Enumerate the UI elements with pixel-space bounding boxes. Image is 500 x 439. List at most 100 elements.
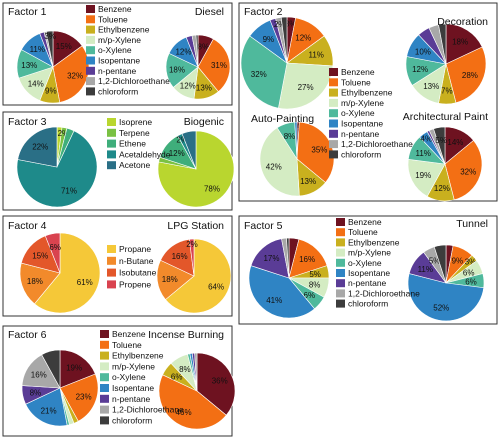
legend-swatch-acetaldehyde [107,150,116,159]
legend-label-ethylbenzene: Ethylbenzene [341,88,393,98]
slice-factor-4-propane [34,232,101,314]
pie-title-factor-1: Factor 1 [8,6,47,18]
slice-label-lpg-station-isobutane: 16% [172,252,188,261]
pie-lpg-station: 64% 18% 16% 2% LPG Station [156,220,232,314]
slice-label-incense-burning-benzene: 36% [212,376,228,385]
slice-incense-burning-benzene [196,352,236,416]
slice-label-factor-6-1-2-dichloroethane: 16% [31,371,47,380]
legend-label-benzene: Benzene [112,329,146,339]
slice-label-biogenic-acetaldehyde: 2% [176,135,188,144]
legend-swatch-benzene [100,330,109,338]
legend-label-isopentane: Isopentane [348,268,390,278]
slice-label-architectural-paint-benzene: 14% [447,138,463,147]
slice-label-decoration-toluene: 28% [462,71,478,80]
slice-label-factor-2-ethylbenzene: 11% [308,51,323,60]
slice-biogenic-acetone [181,130,197,170]
legend-label-m-p-xylene: m/p-Xylene [112,361,155,371]
slice-factor-2-o-xylene [240,35,288,109]
legend-label-1-2-dichloroethane: 1,2-Dichloroethane [112,405,184,415]
slice-label-auto-painting-m-p-xylene: 42% [266,163,282,172]
slice-label-decoration-m-p-xylene: 13% [423,82,439,91]
slice-label-architectural-paint-chloroform: 5% [435,136,447,145]
pie-diesel: 8%31%13%12%18%12%Diesel [165,6,231,100]
slice-label-factor-2-isopentane: 9% [263,35,275,44]
slice-label-lpg-station-n-butane: 18% [162,275,178,284]
pie-title-decoration: Decoration [437,16,488,28]
pie-title-biogenic: Biogenic [184,116,224,128]
slice-label-factor-1-chloroform: 3% [44,32,56,41]
slice-label-factor-5-o-xylene: 6% [304,291,316,300]
slice-label-factor-1-benzene: 15% [56,42,72,51]
slice-label-auto-painting-toluene: 35% [311,145,327,154]
legend-swatch-o-xylene [329,109,338,118]
slice-tunnel-isopentane [407,273,485,322]
legend-label-acetone: Acetone [119,160,150,170]
slice-factor-6-toluene [59,373,99,422]
slice-architectural-paint-chloroform [433,126,446,165]
legend-label-o-xylene: o-Xylene [112,372,146,382]
legend-label-m-p-xylene: m/p-Xylene [341,98,384,108]
slice-label-factor-2-m-p-xylene: 27% [298,83,314,92]
slice-label-decoration-o-xylene: 12% [412,65,428,74]
legend-swatch-m-p-xylene [329,98,338,107]
legend-swatch-1-2-dichloroethane [329,140,338,149]
slice-label-decoration-ethylbenzene: 7% [441,86,453,95]
legend-swatch-benzene [329,68,338,76]
pie-tunnel: 9% 3% 6%6% 52% 11%5% Tunnel [407,218,488,322]
legend-swatch-isopentane [100,384,109,392]
pie-title-factor-6: Factor 6 [8,329,47,341]
slice-label-architectural-paint-o-xylene: 11% [415,149,430,158]
slice-label-factor-6-isopentane: 21% [41,406,57,415]
slice-label-factor-3-acetone: 22% [32,143,48,152]
legend-swatch-toluene [86,15,95,24]
legend-label-chloroform: chloroform [348,299,388,309]
pie-factor-1: 15% 32% 9%14% 13% 11% 3% Factor 1 [8,6,90,104]
legend-label-benzene: Benzene [98,4,132,14]
legend-label-isobutane: Isobutane [119,268,157,278]
slice-label-factor-6-n-pentane: 8% [30,389,42,398]
legend-swatch-o-xylene [86,46,95,55]
legend-label-propene: Propene [119,279,151,289]
panel-factor-2 [238,2,498,202]
legend-swatch-n-pentane [86,66,95,75]
slice-tunnel-chloroform [433,244,447,284]
legend-swatch-toluene [329,78,338,87]
slice-label-tunnel-1-2-dichloroethane: 5% [429,257,441,266]
pie-title-factor-5: Factor 5 [244,220,283,232]
legend-factor-2: BenzeneTolueneEthylbenzenem/p-Xyleneo-Xy… [329,67,413,159]
slice-label-lpg-station-propane: 64% [208,282,224,291]
legend-label-o-xylene: o-Xylene [98,45,132,55]
slice-label-factor-2-toluene: 12% [295,33,311,42]
slice-label-tunnel-o-xylene: 6% [465,277,477,286]
slice-label-architectural-paint-isopentane: 4% [421,134,433,143]
legend-label-propane: Propane [119,244,151,254]
slice-factor-6-benzene [59,349,96,389]
legend-swatch-benzene [336,218,345,226]
slice-label-auto-painting-ethylbenzene: 13% [300,177,316,186]
slice-label-lpg-station-propene: 2% [186,240,198,249]
legend-label-toluene: Toluene [348,227,378,237]
legend-swatch-chloroform [86,87,95,96]
slice-label-factor-2-1-2-dichloroethane: 2% [274,20,286,29]
slice-diesel-toluene [197,38,231,93]
legend-label-chloroform: chloroform [98,86,138,96]
legend-label-ethylbenzene: Ethylbenzene [348,237,400,247]
slice-diesel-chloroform [195,34,199,68]
legend-label-n-pentane: n-pentane [341,129,380,139]
pie-title-factor-2: Factor 2 [244,6,283,18]
legend-swatch-ethylbenzene [336,238,345,247]
slice-label-architectural-paint-toluene: 32% [460,168,476,177]
slice-label-biogenic-ethene: 12% [169,149,185,158]
pie-factor-6: 19% 23% 21% 8% 16% Factor 6 [8,329,99,427]
pie-title-factor-3: Factor 3 [8,116,47,128]
pie-biogenic: 78% 12% 2% Biogenic [157,116,235,208]
slice-label-diesel-ethylbenzene: 13% [196,83,212,92]
pie-title-lpg-station: LPG Station [167,220,224,232]
panel-factor-1 [2,2,233,106]
legend-label-n-pentane: n-pentane [112,394,151,404]
slice-factor-4-n-butane [19,262,61,305]
slice-label-tunnel-isopentane: 52% [433,304,449,313]
slice-label-factor-3-acetaldehyde: 71% [61,187,77,196]
